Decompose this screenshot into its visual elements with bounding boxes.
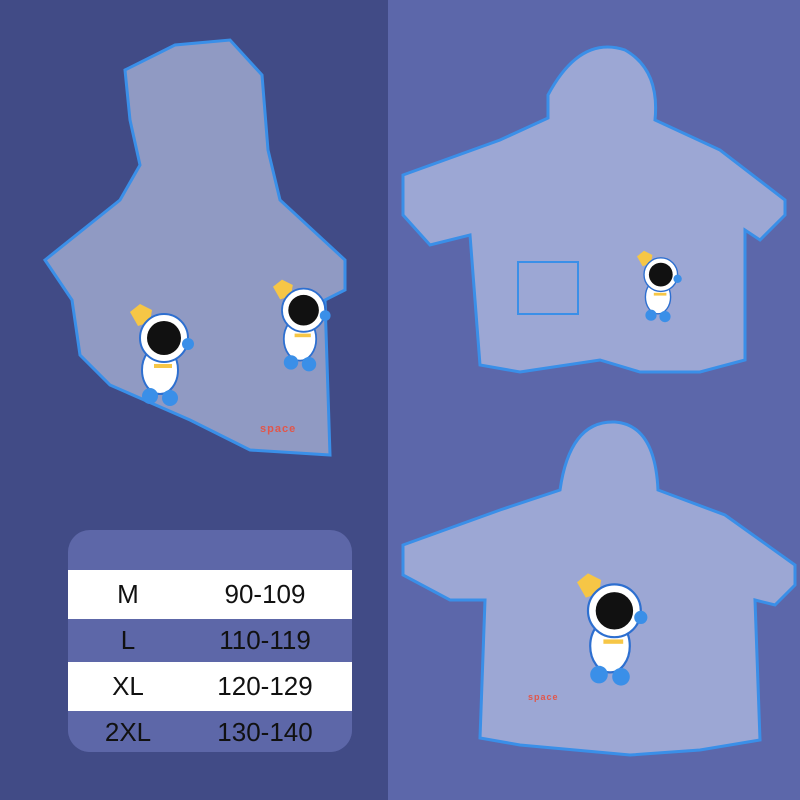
size-label: XL [112,671,144,701]
size-label: M [117,579,139,609]
coat-print-text: space [260,423,297,435]
size-row: L 110-119 [68,619,352,662]
size-table-header [68,530,352,570]
height-range: 90-109 [224,579,306,609]
coat-print-text: space [528,692,559,702]
size-chart-table: M 90-109 L 110-119 XL 120-129 2XL 130-14… [68,530,352,752]
size-row: M 90-109 [68,570,352,619]
height-range: 130-140 [217,717,313,747]
height-range: 120-129 [217,671,313,701]
height-range: 110-119 [219,625,311,655]
size-row: XL 120-129 [68,662,352,711]
size-label: 2XL [104,717,152,747]
size-label: L [120,625,136,655]
raincoat-front-view [401,45,787,374]
raincoat-side-view [42,38,347,457]
size-row: 2XL 130-140 [68,711,352,752]
raincoat-back-view [401,420,797,757]
